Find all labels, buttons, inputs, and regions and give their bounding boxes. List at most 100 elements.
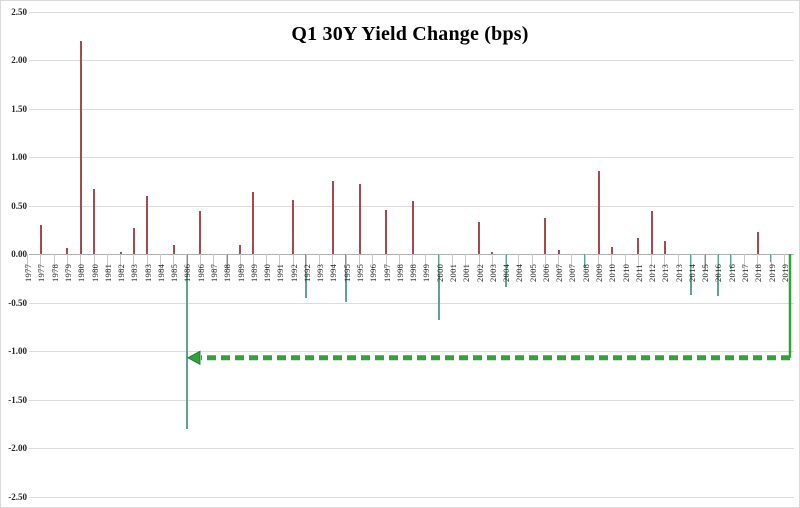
bar-2018 [756, 231, 759, 254]
gridline [29, 254, 794, 255]
x-tick-label: 1993 [315, 263, 326, 282]
bar-2000 [438, 254, 441, 320]
x-tick [133, 254, 135, 274]
x-tick [783, 254, 785, 274]
bar-1977 [39, 224, 42, 254]
bar-1979 [66, 248, 69, 254]
y-tick-label: -1.00 [8, 346, 27, 356]
x-tick-label: 2000 [434, 263, 445, 282]
x-tick [226, 254, 228, 274]
x-tick-label: 2009 [594, 263, 604, 282]
x-tick [199, 254, 201, 274]
gridline [29, 351, 794, 352]
x-tick-label: 2002 [474, 263, 485, 282]
x-tick [292, 254, 294, 274]
x-tick [770, 254, 772, 274]
x-tick [80, 254, 82, 274]
x-tick-label: 1998 [408, 263, 419, 282]
gridline [29, 60, 794, 61]
x-tick-label: 2010 [620, 263, 631, 282]
x-tick-label: 2010 [607, 263, 618, 282]
x-tick [611, 254, 613, 274]
chart-title: Q1 30Y Yield Change (bps) [291, 23, 529, 45]
x-tick [584, 254, 586, 274]
x-tick-label: 2016 [726, 263, 737, 282]
bar-2012 [650, 211, 653, 254]
x-tick-label: 1977 [23, 263, 34, 282]
x-tick-label: 1987 [209, 263, 219, 282]
x-tick [279, 254, 281, 274]
x-tick [93, 254, 95, 274]
x-tick-label: 2019 [779, 263, 790, 282]
bar-1980 [79, 40, 82, 254]
x-tick [637, 254, 639, 274]
y-tick-label: -2.50 [8, 491, 27, 502]
x-tick-label: 2001 [447, 263, 458, 282]
gridline [29, 448, 794, 449]
x-tick-label: 2001 [461, 263, 472, 282]
x-tick-label: 1986 [195, 263, 206, 282]
x-tick-label: 2017 [740, 263, 751, 282]
x-tick-label: 2004 [514, 263, 525, 282]
bar-2006 [544, 218, 547, 254]
x-tick [717, 254, 719, 274]
bar-1995 [358, 184, 361, 254]
x-tick [438, 254, 440, 274]
x-tick [27, 254, 29, 274]
bar-2010 [610, 247, 613, 254]
x-tick [239, 254, 241, 274]
x-tick [690, 254, 692, 274]
x-tick [412, 254, 414, 274]
x-tick [53, 254, 55, 274]
x-tick-label: 1977 [36, 263, 47, 282]
gridline [29, 205, 794, 207]
x-tick [332, 254, 334, 274]
x-tick [186, 254, 188, 274]
x-tick [478, 254, 480, 274]
bar-1989 [239, 245, 242, 254]
x-tick-label: 1984 [155, 263, 166, 282]
bar-1986 [199, 211, 202, 254]
bar-2014 [690, 254, 693, 295]
x-tick-label: 1990 [262, 263, 273, 282]
x-tick-label: 2019 [766, 263, 777, 282]
bar-2011 [637, 237, 640, 254]
x-tick-label: 1989 [248, 263, 259, 282]
y-tick-label: 1.00 [11, 152, 27, 162]
bar-2007 [557, 250, 560, 254]
x-tick [518, 254, 520, 274]
x-tick-label: 1995 [355, 263, 366, 282]
x-tick [651, 254, 653, 274]
gridline [29, 496, 794, 498]
bar-1980 [93, 189, 96, 254]
x-tick-label: 1995 [341, 263, 352, 282]
x-tick-label: 1985 [169, 263, 180, 282]
x-tick-label: 1989 [235, 263, 246, 282]
annotation-arrowhead [186, 350, 201, 366]
x-tick-label: 1982 [116, 263, 127, 282]
gridline [29, 302, 794, 304]
x-tick [531, 254, 533, 274]
x-tick-label: 1997 [381, 263, 392, 282]
bar-2009 [597, 170, 600, 254]
bar-1983 [132, 227, 135, 254]
x-tick-label: 1980 [89, 263, 100, 282]
x-tick-label: 1979 [62, 263, 73, 282]
x-tick-label: 1988 [222, 263, 233, 282]
x-tick [704, 254, 706, 274]
x-tick-label: 1980 [76, 263, 87, 282]
bar-1995 [345, 254, 348, 302]
x-tick [425, 254, 427, 274]
x-tick [491, 254, 493, 274]
x-tick-label: 2005 [527, 263, 538, 282]
bar-1986 [185, 254, 188, 429]
x-tick [40, 254, 42, 274]
bar-2003 [491, 252, 494, 254]
x-tick [359, 254, 361, 274]
x-tick-label: 1998 [394, 263, 405, 282]
bar-2013 [663, 241, 666, 254]
x-tick-label: 1983 [129, 263, 140, 282]
x-tick [106, 254, 108, 274]
x-tick [744, 254, 746, 274]
x-tick [571, 254, 573, 274]
